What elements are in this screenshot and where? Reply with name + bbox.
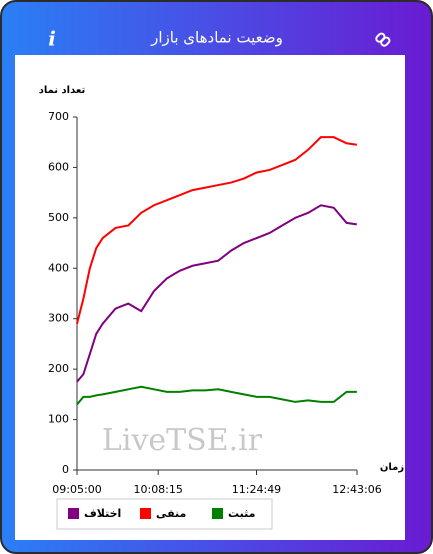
x-tick-label: 09:05:00 [52,483,101,496]
y-tick-label: 600 [48,160,69,173]
y-tick-label: 400 [48,261,69,274]
series-line [76,385,357,406]
x-tick-label: 12:43:06 [332,483,381,496]
legend [56,498,273,530]
series-line [76,136,358,325]
panel [15,55,405,540]
legend-swatch [140,508,151,519]
legend-swatch [68,508,79,519]
y-tick-label: 100 [48,413,69,426]
link-icon[interactable] [375,32,391,47]
y-tick-label: 500 [48,211,69,224]
y-tick-label: 200 [48,362,69,375]
legend-label: منفی [156,507,186,520]
series-line [76,204,358,383]
legend-swatch [212,508,223,519]
x-tick-label: 11:24:49 [232,483,281,496]
y-tick-label: 700 [48,110,69,123]
y-tick-label: 0 [62,463,69,476]
y-axis-label: تعداد نماد [39,85,86,96]
legend-label: مثبت [228,507,255,520]
x-tick-label: 10:08:15 [133,483,182,496]
legend-label: اختلاف [84,507,121,520]
watermark: LiveTSE.ir [102,423,263,458]
y-tick-label: 300 [48,312,69,325]
info-icon[interactable]: i [48,27,56,51]
x-axis-label: زمان [380,462,404,473]
title: وضعیت نمادهای بازار [150,29,283,47]
